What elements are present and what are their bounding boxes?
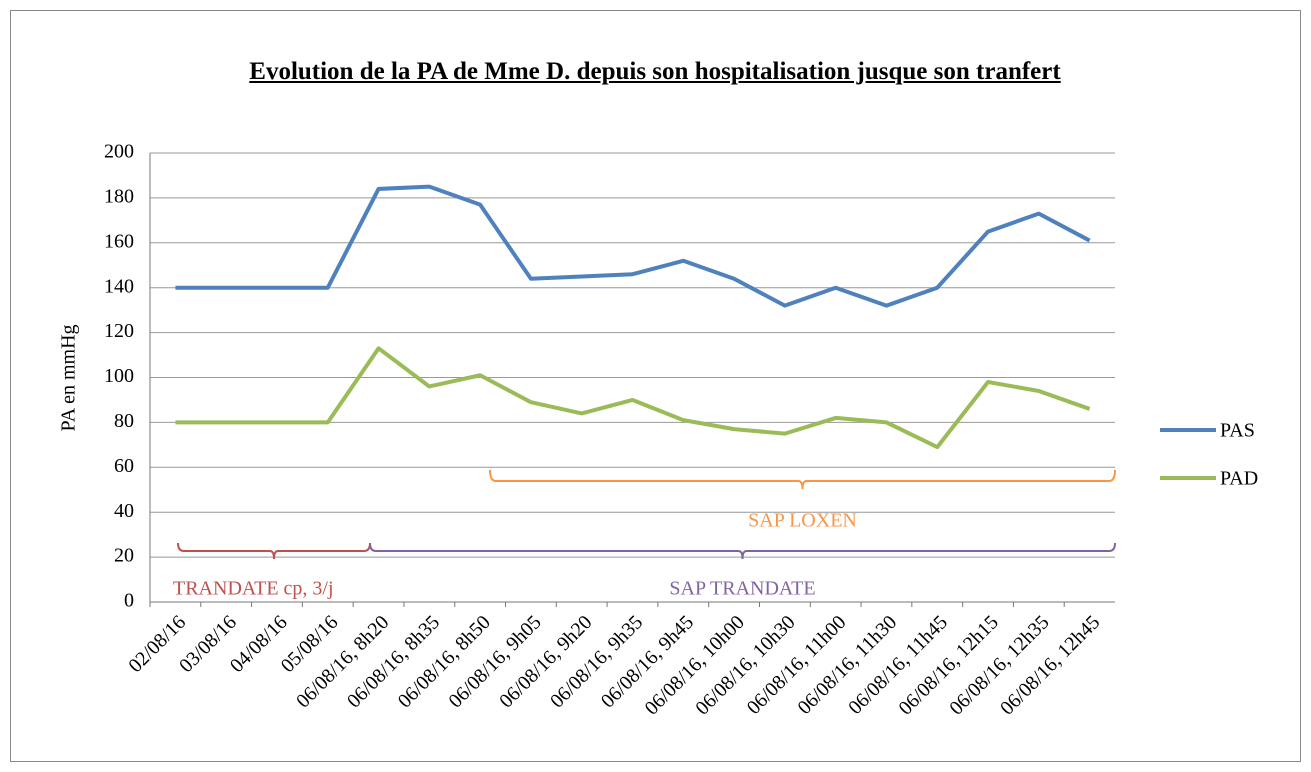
- series-line: [175, 184, 1091, 308]
- annotation-text: SAP LOXEN: [748, 510, 857, 532]
- y-tick-label: 0: [124, 590, 134, 612]
- y-tick-label: 180: [104, 185, 134, 207]
- legend-label: PAD: [1220, 468, 1258, 490]
- y-tick-label: 40: [114, 500, 134, 522]
- annotation-text: TRANDATE cp, 3/j: [173, 578, 334, 600]
- y-tick-label: 100: [104, 365, 134, 387]
- y-axis-label: PA en mmHg: [58, 324, 80, 431]
- y-tick-label: 160: [104, 230, 134, 252]
- y-tick-label: 60: [114, 455, 134, 477]
- y-tick-label: 120: [104, 320, 134, 342]
- chart-title: Evolution de la PA de Mme D. depuis son …: [249, 58, 1061, 85]
- annotation-bracket: [369, 542, 1116, 560]
- series-line: [175, 346, 1091, 450]
- annotation-bracket: [489, 469, 1116, 490]
- annotation-bracket: [177, 542, 371, 560]
- y-tick-label: 140: [104, 275, 134, 297]
- y-tick-label: 20: [114, 545, 134, 567]
- chart-border: [10, 10, 1301, 762]
- annotation-text: SAP TRANDATE: [669, 578, 815, 600]
- y-tick-label: 80: [114, 410, 134, 432]
- y-tick-label: 200: [104, 141, 134, 163]
- legend-label: PAS: [1220, 420, 1255, 442]
